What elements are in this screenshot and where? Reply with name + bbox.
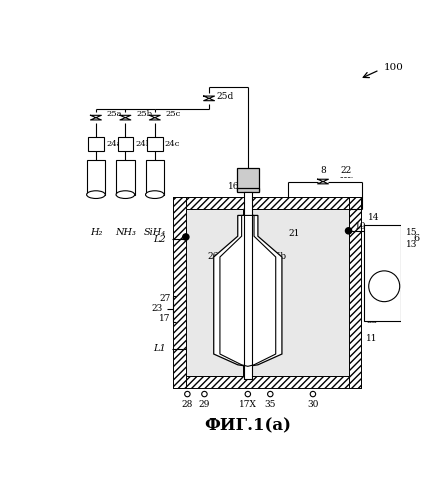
Bar [237, 168, 259, 191]
Text: 33: 33 [366, 316, 378, 325]
Text: SiH₄: SiH₄ [144, 228, 166, 237]
Text: 25d: 25d [217, 92, 234, 101]
Text: 34: 34 [366, 267, 378, 276]
Bar [252, 209, 348, 376]
Ellipse shape [146, 191, 164, 199]
Bar [237, 188, 259, 192]
Bar [87, 160, 105, 195]
Text: H₂: H₂ [90, 228, 102, 237]
Circle shape [369, 271, 400, 302]
Bar [147, 137, 162, 151]
Bar [88, 137, 104, 151]
Bar [186, 209, 348, 376]
Circle shape [310, 391, 316, 397]
Text: 25a: 25a [107, 110, 122, 118]
Circle shape [202, 391, 207, 397]
Text: NH₃: NH₃ [115, 228, 136, 237]
Polygon shape [220, 216, 276, 366]
Text: 17: 17 [159, 314, 170, 323]
Text: 23: 23 [151, 304, 162, 313]
Bar [116, 160, 135, 195]
Text: 22: 22 [340, 166, 352, 175]
Bar [146, 160, 164, 195]
Text: L2: L2 [153, 235, 166, 244]
Text: 14: 14 [368, 213, 380, 222]
Text: 29: 29 [199, 400, 210, 409]
Text: 20: 20 [379, 282, 390, 291]
Text: 15: 15 [406, 228, 417, 237]
Text: 26a: 26a [208, 251, 224, 261]
Bar [174, 197, 186, 388]
Text: 24a: 24a [106, 140, 121, 148]
Text: 24b: 24b [135, 140, 152, 148]
Bar [174, 197, 361, 209]
Text: ФИГ.1(а): ФИГ.1(а) [204, 417, 291, 434]
Text: 8: 8 [320, 166, 326, 175]
Text: 18: 18 [366, 300, 378, 309]
Polygon shape [214, 216, 282, 366]
Bar [174, 376, 361, 388]
Text: 26b: 26b [270, 251, 287, 261]
Bar [348, 197, 361, 388]
Circle shape [183, 234, 189, 240]
Text: 11: 11 [366, 334, 378, 343]
Circle shape [245, 391, 251, 397]
Text: 24c: 24c [165, 140, 180, 148]
Bar [244, 192, 252, 379]
Text: 6: 6 [414, 234, 420, 243]
Text: 25b: 25b [136, 110, 152, 118]
Text: L1: L1 [153, 344, 166, 353]
Text: 16: 16 [228, 182, 239, 191]
Text: 28: 28 [182, 400, 193, 409]
Bar [364, 225, 401, 321]
Text: 17X: 17X [239, 400, 257, 409]
Text: 19: 19 [355, 222, 366, 231]
Text: 27: 27 [159, 294, 170, 303]
Bar [117, 137, 133, 151]
Text: 21: 21 [288, 230, 299, 239]
Text: 12: 12 [213, 285, 228, 296]
Ellipse shape [87, 191, 105, 199]
Circle shape [185, 391, 190, 397]
Text: 25c: 25c [166, 110, 181, 118]
Text: 13: 13 [406, 240, 417, 249]
Ellipse shape [116, 191, 135, 199]
Text: 100: 100 [384, 63, 404, 72]
Text: 30: 30 [307, 400, 319, 409]
Circle shape [267, 391, 273, 397]
Bar [244, 192, 252, 379]
Bar [186, 209, 243, 376]
Text: 35: 35 [264, 400, 276, 409]
Circle shape [345, 228, 352, 234]
